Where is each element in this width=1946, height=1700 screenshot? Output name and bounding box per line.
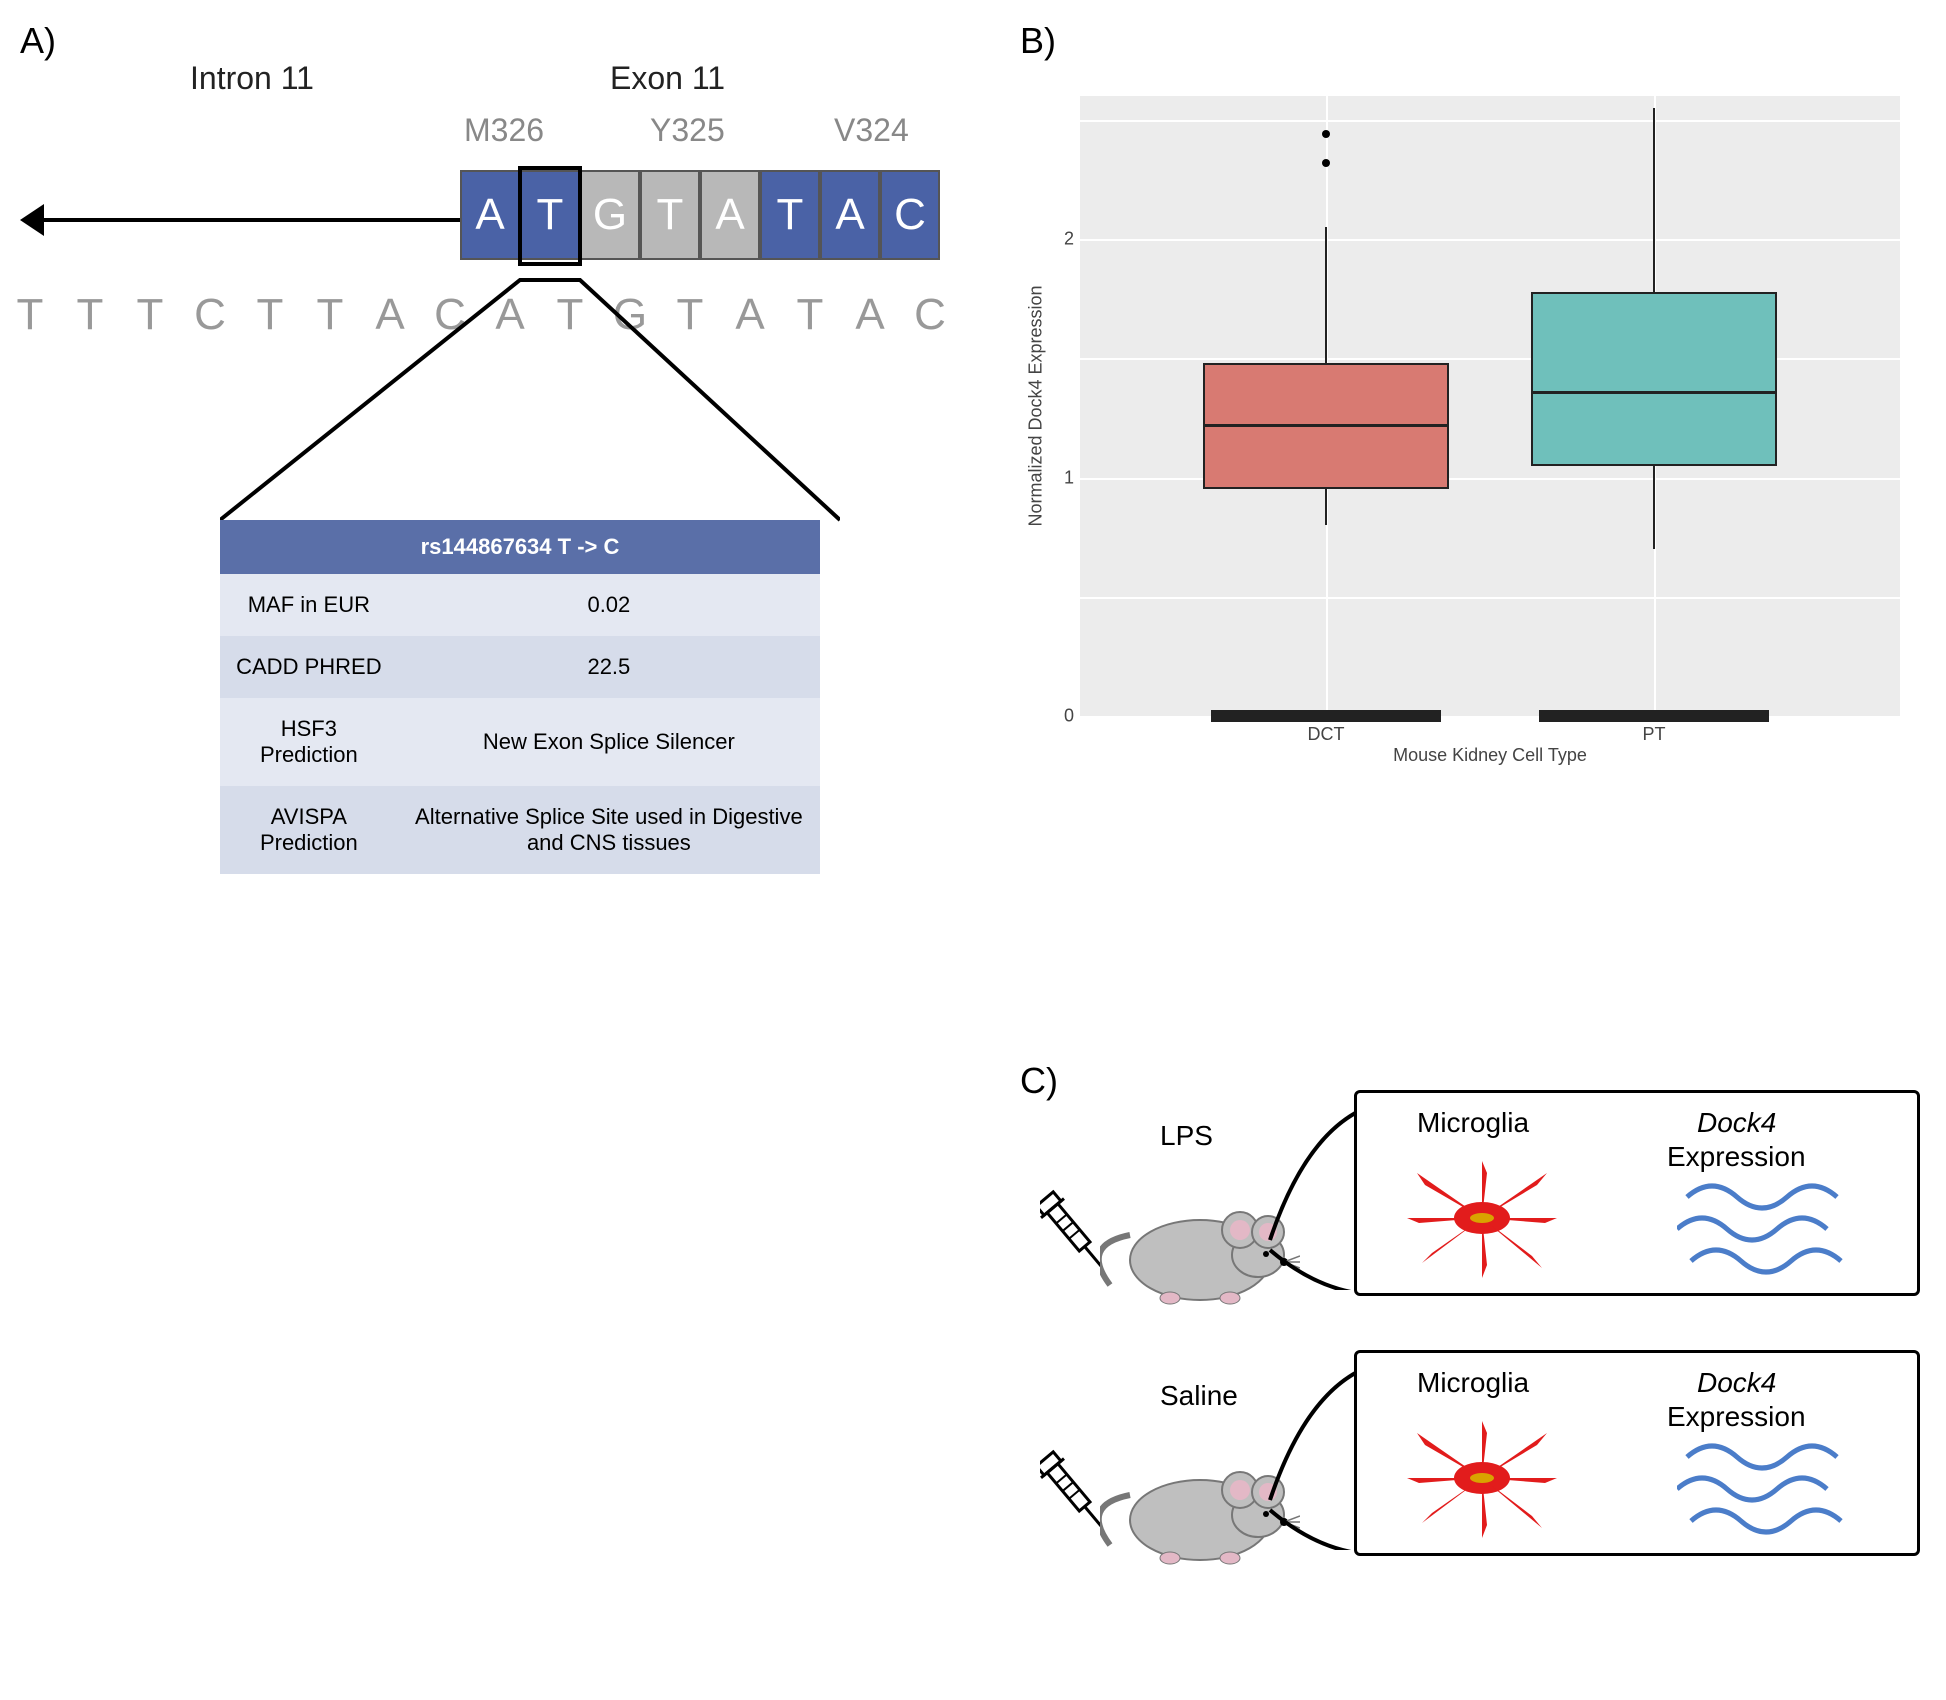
- variant-key: MAF in EUR: [220, 574, 398, 636]
- boxplot: Normalized Dock4 Expression Mouse Kidney…: [1080, 96, 1900, 716]
- nt-box-1: T: [520, 170, 580, 260]
- raw-nt-2: T: [120, 290, 180, 340]
- panel-a-label: A): [20, 20, 56, 62]
- dock4-label: Dock4: [1697, 1367, 1776, 1399]
- nt-box-4: A: [700, 170, 760, 260]
- outlier-dot: [1322, 130, 1330, 138]
- nt-box-3: T: [640, 170, 700, 260]
- exon-label: Exon 11: [610, 60, 725, 97]
- panel-b-label: B): [1020, 20, 1056, 62]
- ytick-label: 0: [1064, 706, 1074, 727]
- grid-line: [1080, 597, 1900, 599]
- intron-label: Intron 11: [190, 60, 314, 97]
- x-axis-label: Mouse Kidney Cell Type: [1393, 745, 1587, 766]
- zero-band: [1539, 710, 1769, 722]
- figure: A) Intron 11 Exon 11 M326 Y325 V324 ATGT…: [20, 20, 1926, 1680]
- nt-box-2: G: [580, 170, 640, 260]
- expression-label: Expression: [1667, 1141, 1806, 1173]
- codon-2: V324: [834, 112, 909, 149]
- box-pt: [1531, 292, 1777, 466]
- grid-line: [1080, 358, 1900, 360]
- grid-line: [1080, 239, 1900, 241]
- bracket-icon: [220, 270, 840, 530]
- panel-c-row: Saline: [1020, 1340, 1920, 1600]
- variant-key: HSF3 Prediction: [220, 698, 398, 786]
- microglia-icon: [1397, 1413, 1567, 1543]
- rna-icon: [1677, 1179, 1877, 1279]
- xtick-label: DCT: [1308, 724, 1345, 745]
- nt-box-5: T: [760, 170, 820, 260]
- result-box: Microglia Dock4 Expression: [1354, 1350, 1920, 1556]
- raw-nt-0: T: [0, 290, 60, 340]
- codon-0: M326: [464, 112, 544, 149]
- codon-1: Y325: [650, 112, 725, 149]
- microglia-icon: [1397, 1153, 1567, 1283]
- table-row: AVISPA PredictionAlternative Splice Site…: [220, 786, 820, 874]
- microglia-label: Microglia: [1417, 1107, 1529, 1139]
- table-row: HSF3 PredictionNew Exon Splice Silencer: [220, 698, 820, 786]
- xtick-label: PT: [1642, 724, 1665, 745]
- nt-box-7: C: [880, 170, 940, 260]
- variant-value: 22.5: [398, 636, 820, 698]
- arrow-line: [30, 218, 460, 222]
- variant-table: rs144867634 T -> C MAF in EUR0.02CADD PH…: [220, 520, 820, 874]
- panel-c-row: LPS: [1020, 1080, 1920, 1340]
- zero-band: [1211, 710, 1441, 722]
- table-row: CADD PHRED22.5: [220, 636, 820, 698]
- grid-line: [1080, 120, 1900, 122]
- nt-box-0: A: [460, 170, 520, 260]
- outlier-dot: [1322, 159, 1330, 167]
- expression-label: Expression: [1667, 1401, 1806, 1433]
- result-box: Microglia Dock4 Expression: [1354, 1090, 1920, 1296]
- microglia-label: Microglia: [1417, 1367, 1529, 1399]
- raw-nt-15: C: [900, 290, 960, 340]
- raw-nt-1: T: [60, 290, 120, 340]
- treatment-label: Saline: [1160, 1380, 1238, 1412]
- variant-key: AVISPA Prediction: [220, 786, 398, 874]
- variant-value: Alternative Splice Site used in Digestiv…: [398, 786, 820, 874]
- ytick-label: 1: [1064, 467, 1074, 488]
- variant-header: rs144867634 T -> C: [220, 520, 820, 574]
- y-axis-label: Normalized Dock4 Expression: [1026, 285, 1047, 526]
- nt-box-6: A: [820, 170, 880, 260]
- variant-key: CADD PHRED: [220, 636, 398, 698]
- dock4-label: Dock4: [1697, 1107, 1776, 1139]
- nt-boxes: ATGTATAC: [460, 170, 940, 260]
- panel-c: C) LPS: [1020, 1080, 1920, 1680]
- panel-a: A) Intron 11 Exon 11 M326 Y325 V324 ATGT…: [20, 20, 980, 1020]
- table-row: MAF in EUR0.02: [220, 574, 820, 636]
- ytick-label: 2: [1064, 229, 1074, 250]
- raw-nt-14: A: [840, 290, 900, 340]
- rna-icon: [1677, 1439, 1877, 1539]
- variant-value: 0.02: [398, 574, 820, 636]
- median-line: [1531, 391, 1777, 394]
- panel-b: B) Normalized Dock4 Expression Mouse Kid…: [1020, 20, 1920, 700]
- variant-value: New Exon Splice Silencer: [398, 698, 820, 786]
- median-line: [1203, 424, 1449, 427]
- treatment-label: LPS: [1160, 1120, 1213, 1152]
